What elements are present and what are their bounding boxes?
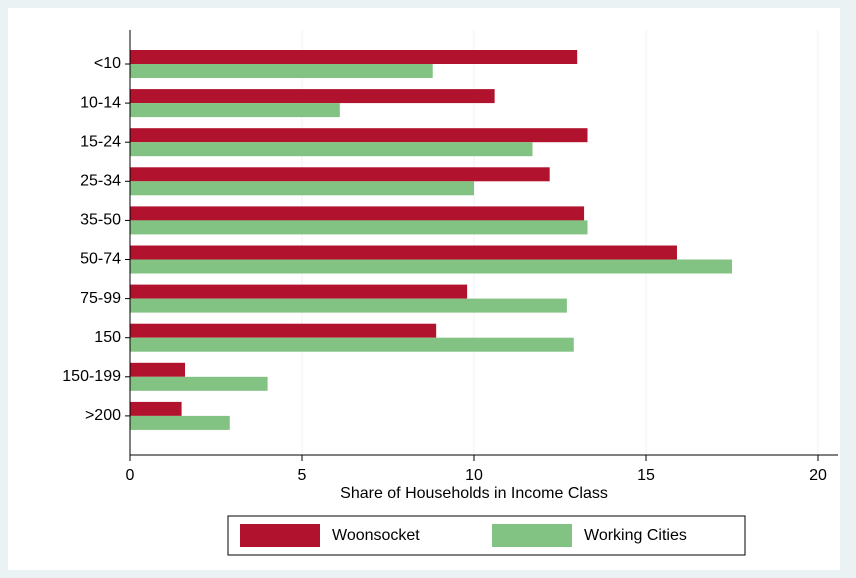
bar [130,142,533,157]
y-tick-label: 150 [94,329,121,346]
y-tick-label: 150-199 [62,368,121,385]
y-tick-label: <10 [94,55,121,72]
y-tick-label: 10-14 [80,94,121,111]
bar [130,64,433,78]
bar [130,337,574,352]
bar [130,376,268,391]
y-tick-label: 50-74 [80,251,121,268]
x-tick-label: 10 [465,467,483,484]
bar [130,298,567,313]
x-tick-label: 20 [809,467,827,484]
legend-label: Woonsocket [332,527,420,544]
bar [130,401,182,416]
y-tick-label: 35-50 [80,212,121,229]
bar [130,181,474,196]
y-tick-label: >200 [85,407,121,424]
y-tick-label: 25-34 [80,173,121,190]
bar [130,362,186,377]
bar [130,128,588,143]
bar [130,89,495,104]
x-axis-title: Share of Households in Income Class [340,485,608,502]
bar [130,220,588,235]
bar [130,206,585,221]
bar [130,50,578,64]
bar [130,103,340,118]
x-tick-label: 0 [126,467,135,484]
bar [130,259,732,274]
bar [130,245,677,260]
legend-swatch [240,524,320,547]
x-tick-label: 15 [637,467,655,484]
legend-label: Working Cities [584,527,687,544]
bar [130,284,468,299]
legend-swatch [492,524,572,547]
bar [130,323,437,338]
x-tick-label: 5 [298,467,307,484]
y-tick-label: 15-24 [80,133,121,150]
legend-box [227,515,746,556]
bar [130,415,230,430]
y-tick-label: 75-99 [80,290,121,307]
bar [130,167,550,182]
